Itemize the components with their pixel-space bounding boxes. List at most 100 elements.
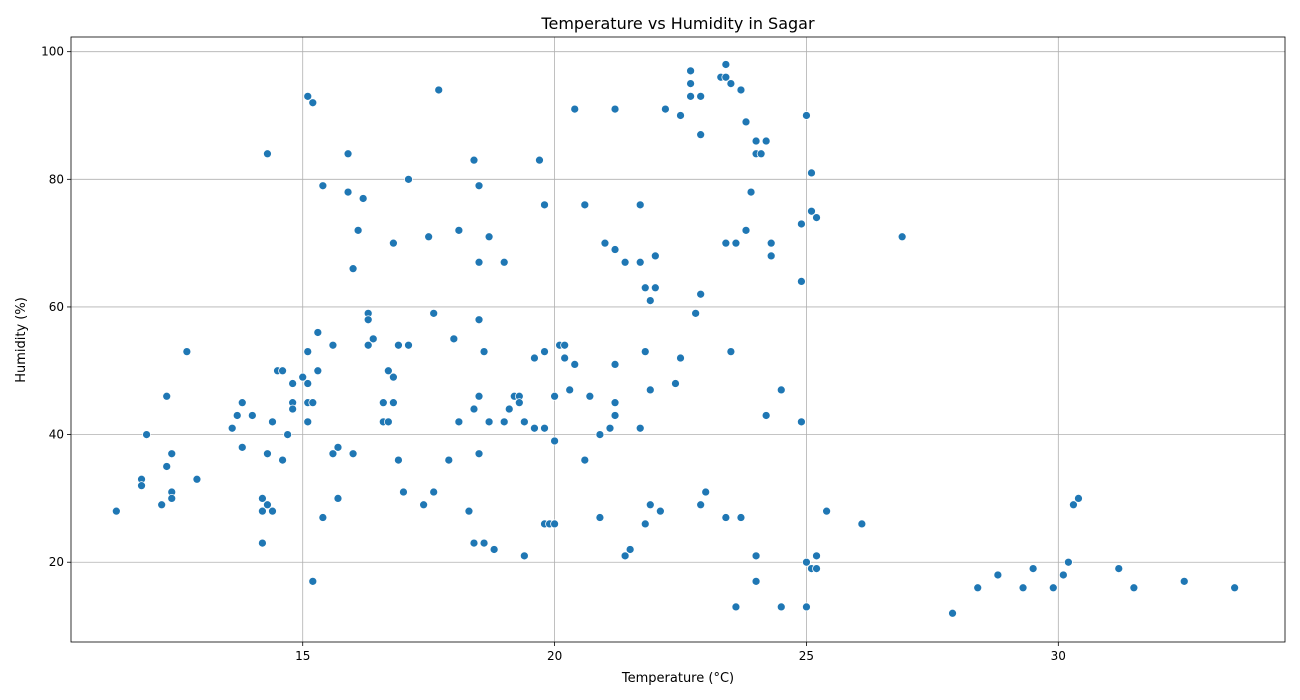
data-point	[756, 149, 766, 159]
data-point	[686, 91, 695, 101]
data-point	[746, 187, 756, 197]
data-point	[1018, 583, 1028, 593]
data-point	[691, 308, 701, 318]
data-point	[650, 251, 660, 261]
data-point	[389, 238, 398, 248]
data-point	[761, 136, 771, 146]
data-point	[560, 353, 570, 363]
data-point	[610, 411, 620, 420]
data-point	[157, 500, 167, 510]
data-point	[570, 104, 580, 114]
data-point	[308, 576, 318, 586]
data-point	[308, 98, 318, 108]
data-point	[701, 487, 711, 497]
data-point	[258, 506, 267, 516]
y-tick-label: 20	[49, 555, 64, 569]
data-point	[399, 487, 408, 497]
data-point	[580, 455, 590, 465]
data-point	[696, 289, 706, 299]
data-point	[766, 251, 776, 261]
data-point	[812, 551, 821, 561]
data-point	[600, 238, 610, 248]
data-point	[263, 500, 272, 510]
data-point	[348, 264, 358, 274]
data-point	[736, 85, 746, 95]
data-point	[1074, 494, 1083, 503]
data-point	[474, 315, 484, 325]
data-point	[268, 417, 277, 427]
data-point	[303, 91, 313, 101]
data-point	[237, 398, 247, 408]
data-point	[610, 245, 620, 254]
data-point	[318, 513, 328, 522]
data-point	[635, 200, 645, 210]
data-point	[565, 385, 575, 395]
data-point	[857, 519, 867, 529]
data-point	[268, 506, 277, 516]
data-point	[620, 551, 630, 561]
data-point	[363, 315, 373, 325]
data-point	[776, 602, 786, 612]
data-point	[1114, 564, 1124, 573]
data-point	[429, 308, 439, 318]
data-point	[504, 404, 514, 414]
data-point	[333, 494, 343, 503]
data-point	[1069, 500, 1078, 510]
x-tick-label: 20	[547, 649, 562, 663]
data-point	[650, 283, 660, 293]
data-point	[731, 238, 741, 248]
data-point	[288, 404, 298, 414]
data-point	[499, 257, 509, 267]
plot-frame	[70, 36, 1286, 643]
data-point	[333, 442, 343, 452]
data-point	[540, 423, 549, 433]
data-point	[348, 449, 358, 459]
data-point	[570, 360, 580, 369]
data-point	[137, 481, 146, 491]
data-point	[635, 423, 645, 433]
data-point	[308, 398, 318, 408]
data-point	[721, 513, 731, 522]
data-point	[605, 423, 615, 433]
data-point	[449, 334, 459, 344]
data-point	[540, 347, 549, 357]
data-point	[797, 277, 806, 286]
data-point	[580, 200, 590, 210]
data-point	[696, 500, 706, 510]
data-point	[328, 449, 338, 459]
data-point	[474, 449, 484, 459]
data-point	[741, 225, 751, 235]
data-point	[278, 366, 287, 376]
data-point	[736, 513, 746, 522]
data-point	[661, 104, 670, 114]
data-point	[797, 219, 806, 229]
data-point	[726, 347, 736, 357]
data-point	[227, 423, 237, 433]
data-point	[761, 411, 771, 420]
data-point	[474, 257, 484, 267]
data-point	[530, 423, 539, 433]
data-point	[288, 379, 298, 388]
data-point	[812, 213, 821, 222]
data-point	[751, 576, 761, 586]
data-point	[383, 417, 393, 427]
data-point	[686, 79, 695, 88]
data-point	[1129, 583, 1139, 593]
data-point	[751, 136, 761, 146]
data-point	[751, 551, 761, 561]
data-point	[474, 391, 484, 401]
data-point	[671, 379, 680, 388]
data-point	[232, 411, 242, 420]
data-point	[640, 347, 650, 357]
data-point	[595, 430, 605, 439]
data-point	[389, 398, 398, 408]
data-point	[247, 411, 257, 420]
y-tick-label: 40	[49, 428, 64, 442]
data-point	[404, 174, 413, 184]
data-point	[479, 347, 489, 357]
data-point	[540, 200, 549, 210]
y-axis-label: Humidity (%)	[14, 297, 29, 383]
data-point	[182, 347, 192, 357]
data-point	[1058, 570, 1068, 580]
data-point	[741, 117, 751, 127]
